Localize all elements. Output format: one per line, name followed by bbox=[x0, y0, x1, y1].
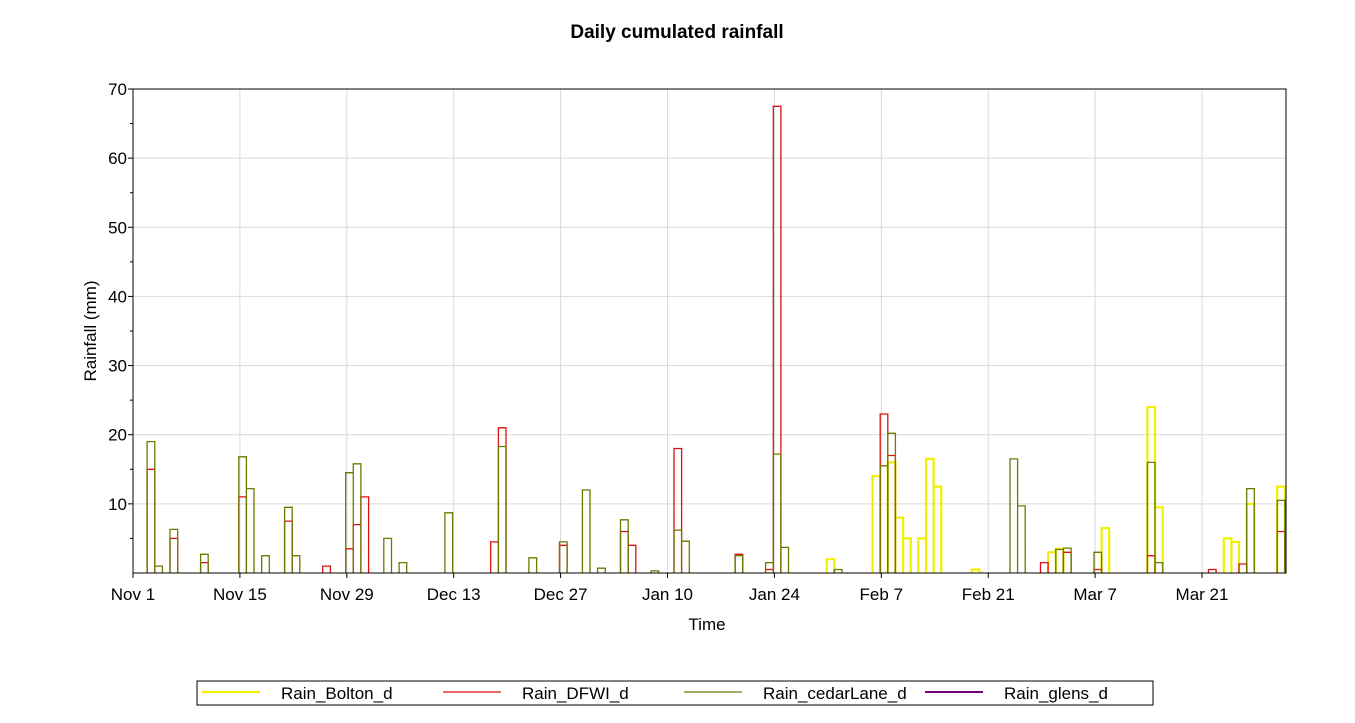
y-tick-label: 50 bbox=[108, 218, 127, 237]
y-tick-label: 60 bbox=[108, 149, 127, 168]
legend-label: Rain_Bolton_d bbox=[281, 684, 393, 703]
x-tick-label: Feb 21 bbox=[962, 585, 1015, 604]
y-tick-label: 10 bbox=[108, 495, 127, 514]
x-tick-label: Nov 1 bbox=[111, 585, 155, 604]
chart-title: Daily cumulated rainfall bbox=[570, 22, 783, 43]
series-Rain_Bolton_d bbox=[825, 406, 1286, 573]
series-line bbox=[146, 105, 1286, 573]
y-tick-label: 20 bbox=[108, 426, 127, 445]
y-tick-label: 30 bbox=[108, 357, 127, 376]
y-tick-label: 40 bbox=[108, 287, 127, 306]
axes: 10 20 30 40 50 60 70 Nov 1 Nov 15 Nov 29 Dec 13 Dec… bbox=[108, 80, 1228, 604]
plot-area bbox=[132, 88, 1287, 574]
x-tick-label: Dec 27 bbox=[534, 585, 588, 604]
series-Rain_DFWI_d bbox=[146, 105, 1286, 573]
x-tick-label: Feb 7 bbox=[860, 585, 903, 604]
legend-label: Rain_cedarLane_d bbox=[763, 684, 907, 703]
y-tick-label: 70 bbox=[108, 80, 127, 99]
x-tick-label: Dec 13 bbox=[427, 585, 481, 604]
x-tick-label: Mar 7 bbox=[1073, 585, 1116, 604]
x-axis-label: Time bbox=[688, 615, 725, 634]
series-line bbox=[825, 406, 1286, 573]
x-tick-label: Jan 10 bbox=[642, 585, 693, 604]
x-tick-label: Jan 24 bbox=[749, 585, 800, 604]
legend-label: Rain_DFWI_d bbox=[522, 684, 629, 703]
x-tick-label: Nov 15 bbox=[213, 585, 267, 604]
legend-label: Rain_glens_d bbox=[1004, 684, 1108, 703]
legend-box bbox=[196, 680, 1154, 706]
gridlines bbox=[132, 88, 1286, 573]
series-line bbox=[146, 432, 1286, 573]
x-tick-label: Nov 29 bbox=[320, 585, 374, 604]
series-layer bbox=[146, 105, 1286, 573]
legend: Rain_Bolton_d Rain_DFWI_d Rain_cedarLane_d… bbox=[196, 680, 1154, 706]
series-Rain_cedarLane_d bbox=[146, 432, 1286, 573]
y-axis-label: Rainfall (mm) bbox=[81, 280, 100, 381]
x-tick-label: Mar 21 bbox=[1176, 585, 1229, 604]
